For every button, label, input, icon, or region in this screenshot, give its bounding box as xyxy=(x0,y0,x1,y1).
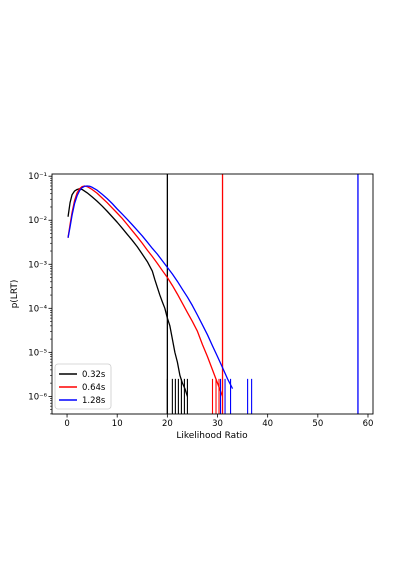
x-tick-label: 20 xyxy=(162,419,173,429)
legend: 0.32s 0.64s 1.28s xyxy=(54,363,112,410)
x-axis-label: Likelihood Ratio xyxy=(176,431,248,441)
x-tick-label: 50 xyxy=(312,419,323,429)
legend-label-1.28s: 1.28s xyxy=(82,396,106,406)
x-tick-label: 0 xyxy=(64,419,69,429)
series-line-0.64s xyxy=(67,185,224,397)
x-tick-label: 60 xyxy=(363,419,374,429)
y-axis-ticks: 10⁻¹ 10⁻² 10⁻³ 10⁻⁴ 10⁻⁵ 10⁻⁶ xyxy=(28,172,52,415)
x-axis-ticks: 0 10 20 30 40 50 60 xyxy=(64,414,373,429)
y-tick-label: 10⁻² xyxy=(28,216,47,226)
y-axis-label: p(LRT) xyxy=(10,280,20,309)
y-tick-label: 10⁻⁵ xyxy=(28,348,47,358)
legend-box xyxy=(54,363,112,410)
legend-label-0.64s: 0.64s xyxy=(82,383,106,393)
x-tick-label: 10 xyxy=(112,419,123,429)
y-tick-label: 10⁻⁶ xyxy=(28,392,47,402)
y-tick-label: 10⁻¹ xyxy=(28,172,47,182)
x-tick-label: 30 xyxy=(212,419,223,429)
plot-frame xyxy=(51,173,374,415)
x-tick-label: 40 xyxy=(262,419,273,429)
y-tick-label: 10⁻³ xyxy=(28,260,47,270)
plot-series-layer xyxy=(67,174,359,414)
legend-label-0.32s: 0.32s xyxy=(82,370,106,380)
y-tick-label: 10⁻⁴ xyxy=(28,304,47,314)
series-line-1.28s xyxy=(67,185,234,389)
